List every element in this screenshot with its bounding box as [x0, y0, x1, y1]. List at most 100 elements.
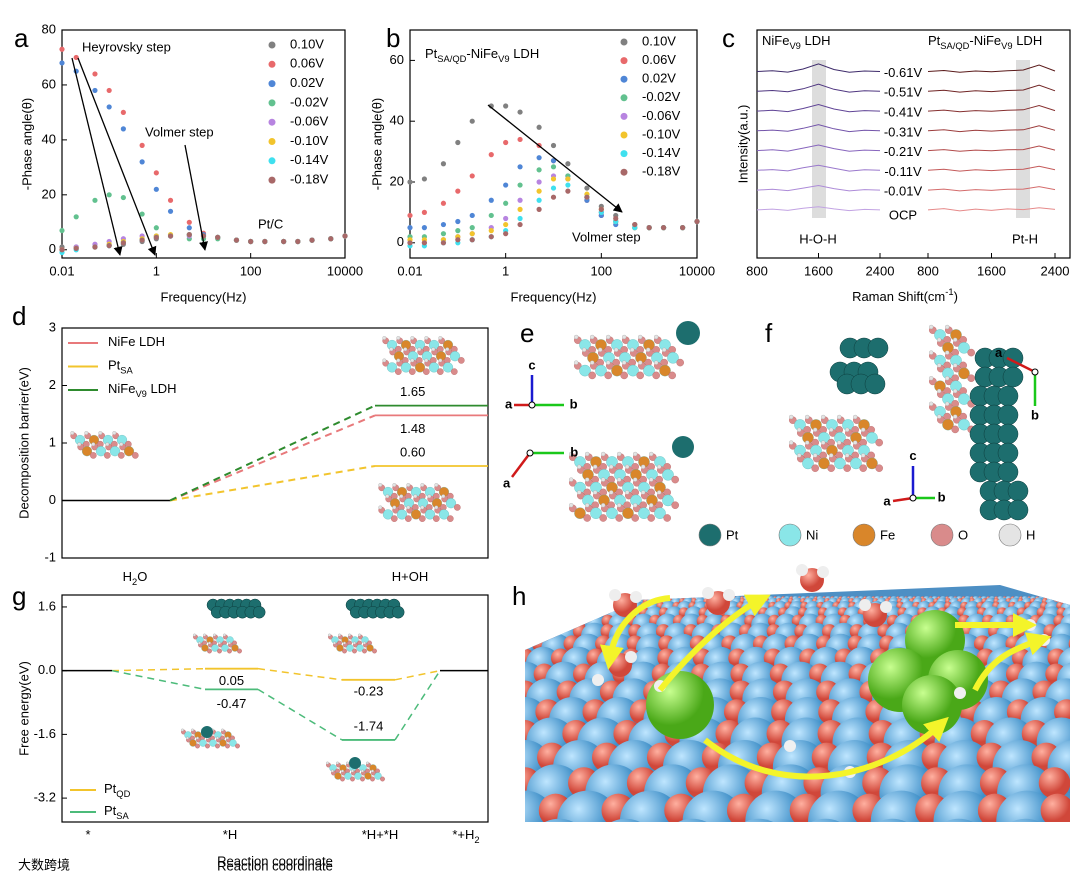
- pt-atom: [201, 726, 213, 738]
- spectrum-line: [756, 83, 881, 93]
- annotation: H-O-H: [799, 231, 837, 246]
- panel-title: NiFeV9 LDH: [762, 33, 831, 51]
- data-point: [440, 240, 447, 246]
- trace-label: -0.31V: [884, 124, 923, 139]
- pt-atom: [867, 337, 889, 359]
- atom: [417, 347, 422, 352]
- trace-label: OCP: [889, 207, 917, 222]
- atom: [671, 501, 679, 509]
- y-tick-label: -3.2: [34, 790, 56, 805]
- legend-marker: [268, 80, 276, 88]
- data-point: [167, 233, 174, 239]
- legend-label: NiFeV9 LDH: [108, 381, 177, 399]
- atom: [353, 641, 356, 645]
- data-point: [421, 240, 427, 246]
- atom: [827, 464, 835, 472]
- atom: [622, 334, 627, 340]
- atom: [201, 644, 209, 652]
- legend-label: 0.10V: [290, 36, 324, 51]
- atom: [811, 464, 819, 472]
- atom: [392, 483, 397, 487]
- atom: [207, 648, 212, 654]
- atom: [654, 334, 659, 340]
- atom: [654, 507, 666, 519]
- atom: [953, 337, 958, 342]
- spectrum-line: [927, 104, 1056, 113]
- value-label: 1.48: [400, 421, 425, 436]
- atom: [837, 440, 842, 445]
- surface-atom: [559, 596, 564, 601]
- atom: [413, 494, 418, 499]
- data-point: [186, 225, 192, 231]
- atom: [590, 334, 595, 340]
- text-part: Pt: [928, 33, 941, 48]
- hydrogen: [723, 589, 735, 601]
- data-point: [73, 54, 79, 61]
- atom: [354, 772, 362, 780]
- atom: [418, 515, 426, 522]
- surface-atom: [974, 822, 1010, 858]
- legend-label: -0.18V: [642, 164, 681, 179]
- surface-atom: [593, 818, 659, 822]
- data-point: [59, 60, 65, 66]
- legend-marker: [268, 176, 276, 184]
- y-tick-label: 60: [42, 76, 56, 91]
- text-part: -NiFe: [969, 33, 1001, 48]
- hydrogen: [609, 589, 621, 601]
- spectrum-line: [927, 84, 1056, 93]
- pt-atom: [391, 605, 405, 619]
- atom: [609, 464, 614, 469]
- atom: [438, 358, 443, 363]
- data-point: [488, 197, 494, 203]
- surface: [498, 585, 1080, 858]
- atom: [228, 641, 231, 645]
- atom: [410, 336, 415, 340]
- legend-marker: [268, 99, 276, 107]
- pt-atom: [1007, 480, 1029, 502]
- x-tick-label: 1: [153, 263, 160, 278]
- spectrum-line: [756, 63, 881, 73]
- atom: [797, 427, 802, 432]
- legend-label: O: [958, 527, 968, 542]
- data-point: [92, 197, 98, 203]
- surface-atom: [498, 623, 525, 650]
- legend-label: -0.18V: [290, 172, 329, 187]
- atom: [641, 490, 646, 495]
- connector: [394, 669, 441, 681]
- atom: [802, 457, 814, 470]
- surface-atom: [578, 596, 587, 604]
- atom: [438, 336, 443, 340]
- surface-atom: [1066, 598, 1070, 605]
- y-axis-label: -Phase angle(θ): [19, 98, 34, 191]
- spectrum-line: [756, 206, 881, 212]
- x-tick-label: 10000: [679, 263, 715, 278]
- atom: [953, 388, 958, 394]
- arrow: [703, 716, 949, 780]
- data-point: [536, 188, 542, 194]
- annotation: PtSA/QD-NiFeV9 LDH: [425, 46, 539, 64]
- surface-atom: [1076, 680, 1080, 703]
- text-part: V9: [789, 41, 800, 51]
- atom: [193, 633, 196, 637]
- atom: [98, 431, 103, 435]
- axis-origin: [526, 449, 534, 457]
- atom: [403, 347, 408, 352]
- axis-label: c: [909, 448, 916, 463]
- y-axis-label: Free energy(eV): [16, 661, 31, 756]
- legend-label: -0.06V: [642, 108, 681, 123]
- y-axis-label: -Phase angle(θ): [369, 98, 384, 191]
- x-tick-label: 100: [590, 263, 612, 278]
- atom: [333, 641, 336, 645]
- pt-atom: [997, 404, 1019, 426]
- atom: [189, 739, 197, 747]
- text-part: 2: [132, 577, 137, 587]
- atom: [366, 644, 374, 652]
- atom: [843, 464, 851, 472]
- spectrum-line: [756, 144, 881, 152]
- atom: [647, 514, 655, 522]
- data-point: [469, 212, 475, 219]
- surface-atom: [529, 596, 538, 604]
- axis-label: b: [938, 489, 946, 504]
- legend-label: -0.10V: [642, 126, 681, 141]
